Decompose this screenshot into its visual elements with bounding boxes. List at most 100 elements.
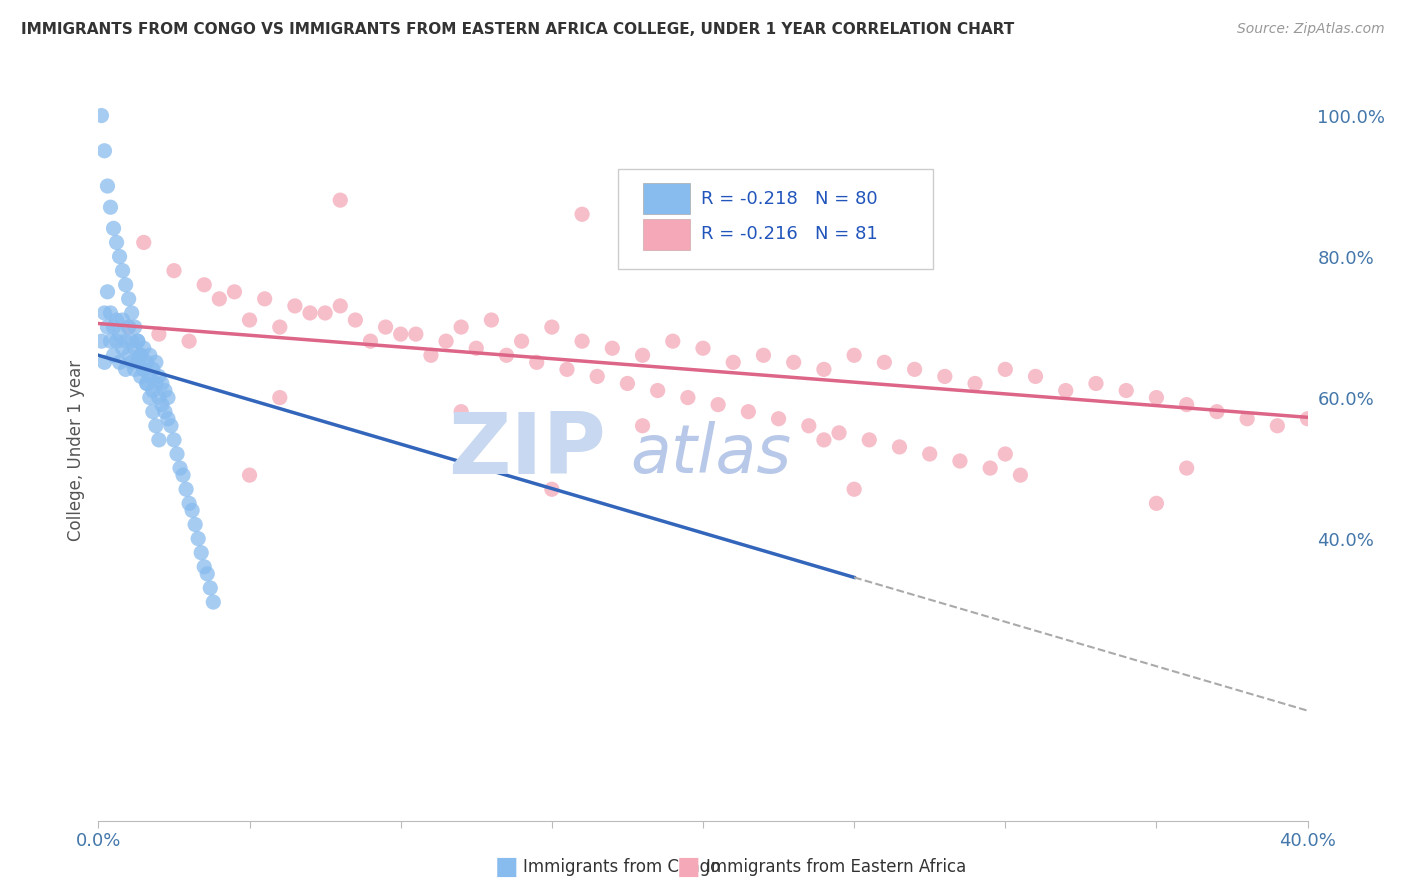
- Point: [135, 376, 157, 391]
- Point: [100, 334, 122, 348]
- Point: [118, 320, 141, 334]
- Point: [200, 581, 222, 595]
- Point: [420, 348, 443, 362]
- Point: [150, 398, 173, 412]
- Point: [828, 425, 851, 440]
- Point: [103, 320, 125, 334]
- Point: [768, 411, 790, 425]
- Text: Immigrants from Congo: Immigrants from Congo: [523, 858, 720, 876]
- Point: [329, 299, 352, 313]
- Text: ■: ■: [678, 855, 700, 879]
- Point: [873, 355, 896, 369]
- Point: [495, 348, 517, 362]
- Point: [360, 334, 382, 348]
- Point: [269, 391, 291, 405]
- FancyBboxPatch shape: [643, 183, 690, 214]
- Point: [148, 433, 170, 447]
- Point: [1206, 405, 1229, 419]
- Point: [163, 433, 186, 447]
- Point: [135, 376, 157, 391]
- Point: [153, 405, 176, 419]
- FancyBboxPatch shape: [619, 169, 932, 269]
- Point: [156, 391, 179, 405]
- Point: [224, 285, 246, 299]
- Point: [571, 207, 593, 221]
- Point: [314, 306, 336, 320]
- Point: [156, 411, 179, 425]
- Point: [193, 559, 215, 574]
- Point: [129, 369, 152, 384]
- Point: [96, 285, 118, 299]
- Point: [139, 369, 162, 384]
- Point: [1085, 376, 1108, 391]
- Point: [96, 179, 118, 194]
- Point: [676, 391, 699, 405]
- Point: [208, 292, 231, 306]
- Point: [172, 468, 194, 483]
- Point: [166, 447, 188, 461]
- Point: [1024, 369, 1046, 384]
- Point: [344, 313, 367, 327]
- Point: [96, 320, 118, 334]
- Point: [269, 320, 291, 334]
- Point: [555, 362, 578, 376]
- Point: [661, 334, 683, 348]
- Point: [90, 334, 112, 348]
- Point: [1144, 496, 1167, 510]
- Point: [202, 595, 225, 609]
- Point: [389, 327, 412, 342]
- Point: [813, 433, 835, 447]
- Point: [121, 334, 143, 348]
- Point: [100, 306, 122, 320]
- Point: [93, 355, 115, 369]
- Text: IMMIGRANTS FROM CONGO VS IMMIGRANTS FROM EASTERN AFRICA COLLEGE, UNDER 1 YEAR CO: IMMIGRANTS FROM CONGO VS IMMIGRANTS FROM…: [21, 22, 1014, 37]
- Point: [631, 418, 654, 433]
- Point: [904, 362, 927, 376]
- Text: Immigrants from Eastern Africa: Immigrants from Eastern Africa: [706, 858, 966, 876]
- Point: [586, 369, 609, 384]
- Point: [284, 299, 307, 313]
- Point: [124, 362, 146, 376]
- Point: [374, 320, 396, 334]
- Point: [108, 355, 131, 369]
- Point: [103, 221, 125, 235]
- Point: [299, 306, 322, 320]
- Point: [127, 334, 149, 348]
- Point: [994, 362, 1017, 376]
- Point: [187, 532, 209, 546]
- Point: [121, 355, 143, 369]
- Point: [174, 482, 197, 496]
- Point: [190, 546, 212, 560]
- Point: [737, 405, 759, 419]
- Point: [797, 418, 820, 433]
- Point: [540, 320, 562, 334]
- Point: [813, 362, 835, 376]
- Point: [111, 341, 134, 355]
- Point: [434, 334, 457, 348]
- Point: [450, 405, 472, 419]
- Point: [1010, 468, 1032, 483]
- Point: [163, 263, 186, 277]
- Point: [481, 313, 503, 327]
- Point: [510, 334, 533, 348]
- Point: [145, 376, 167, 391]
- Point: [616, 376, 638, 391]
- Point: [132, 362, 155, 376]
- Point: [179, 334, 201, 348]
- Point: [994, 447, 1017, 461]
- Point: [114, 277, 136, 292]
- Point: [124, 320, 146, 334]
- Point: [934, 369, 956, 384]
- Point: [1054, 384, 1077, 398]
- Point: [90, 109, 112, 123]
- Point: [114, 362, 136, 376]
- Point: [135, 355, 157, 369]
- Point: [127, 334, 149, 348]
- Point: [858, 433, 880, 447]
- Point: [723, 355, 745, 369]
- Point: [105, 235, 128, 250]
- Point: [329, 193, 352, 207]
- Point: [239, 313, 262, 327]
- Text: R = -0.218   N = 80: R = -0.218 N = 80: [700, 190, 877, 208]
- Point: [540, 482, 562, 496]
